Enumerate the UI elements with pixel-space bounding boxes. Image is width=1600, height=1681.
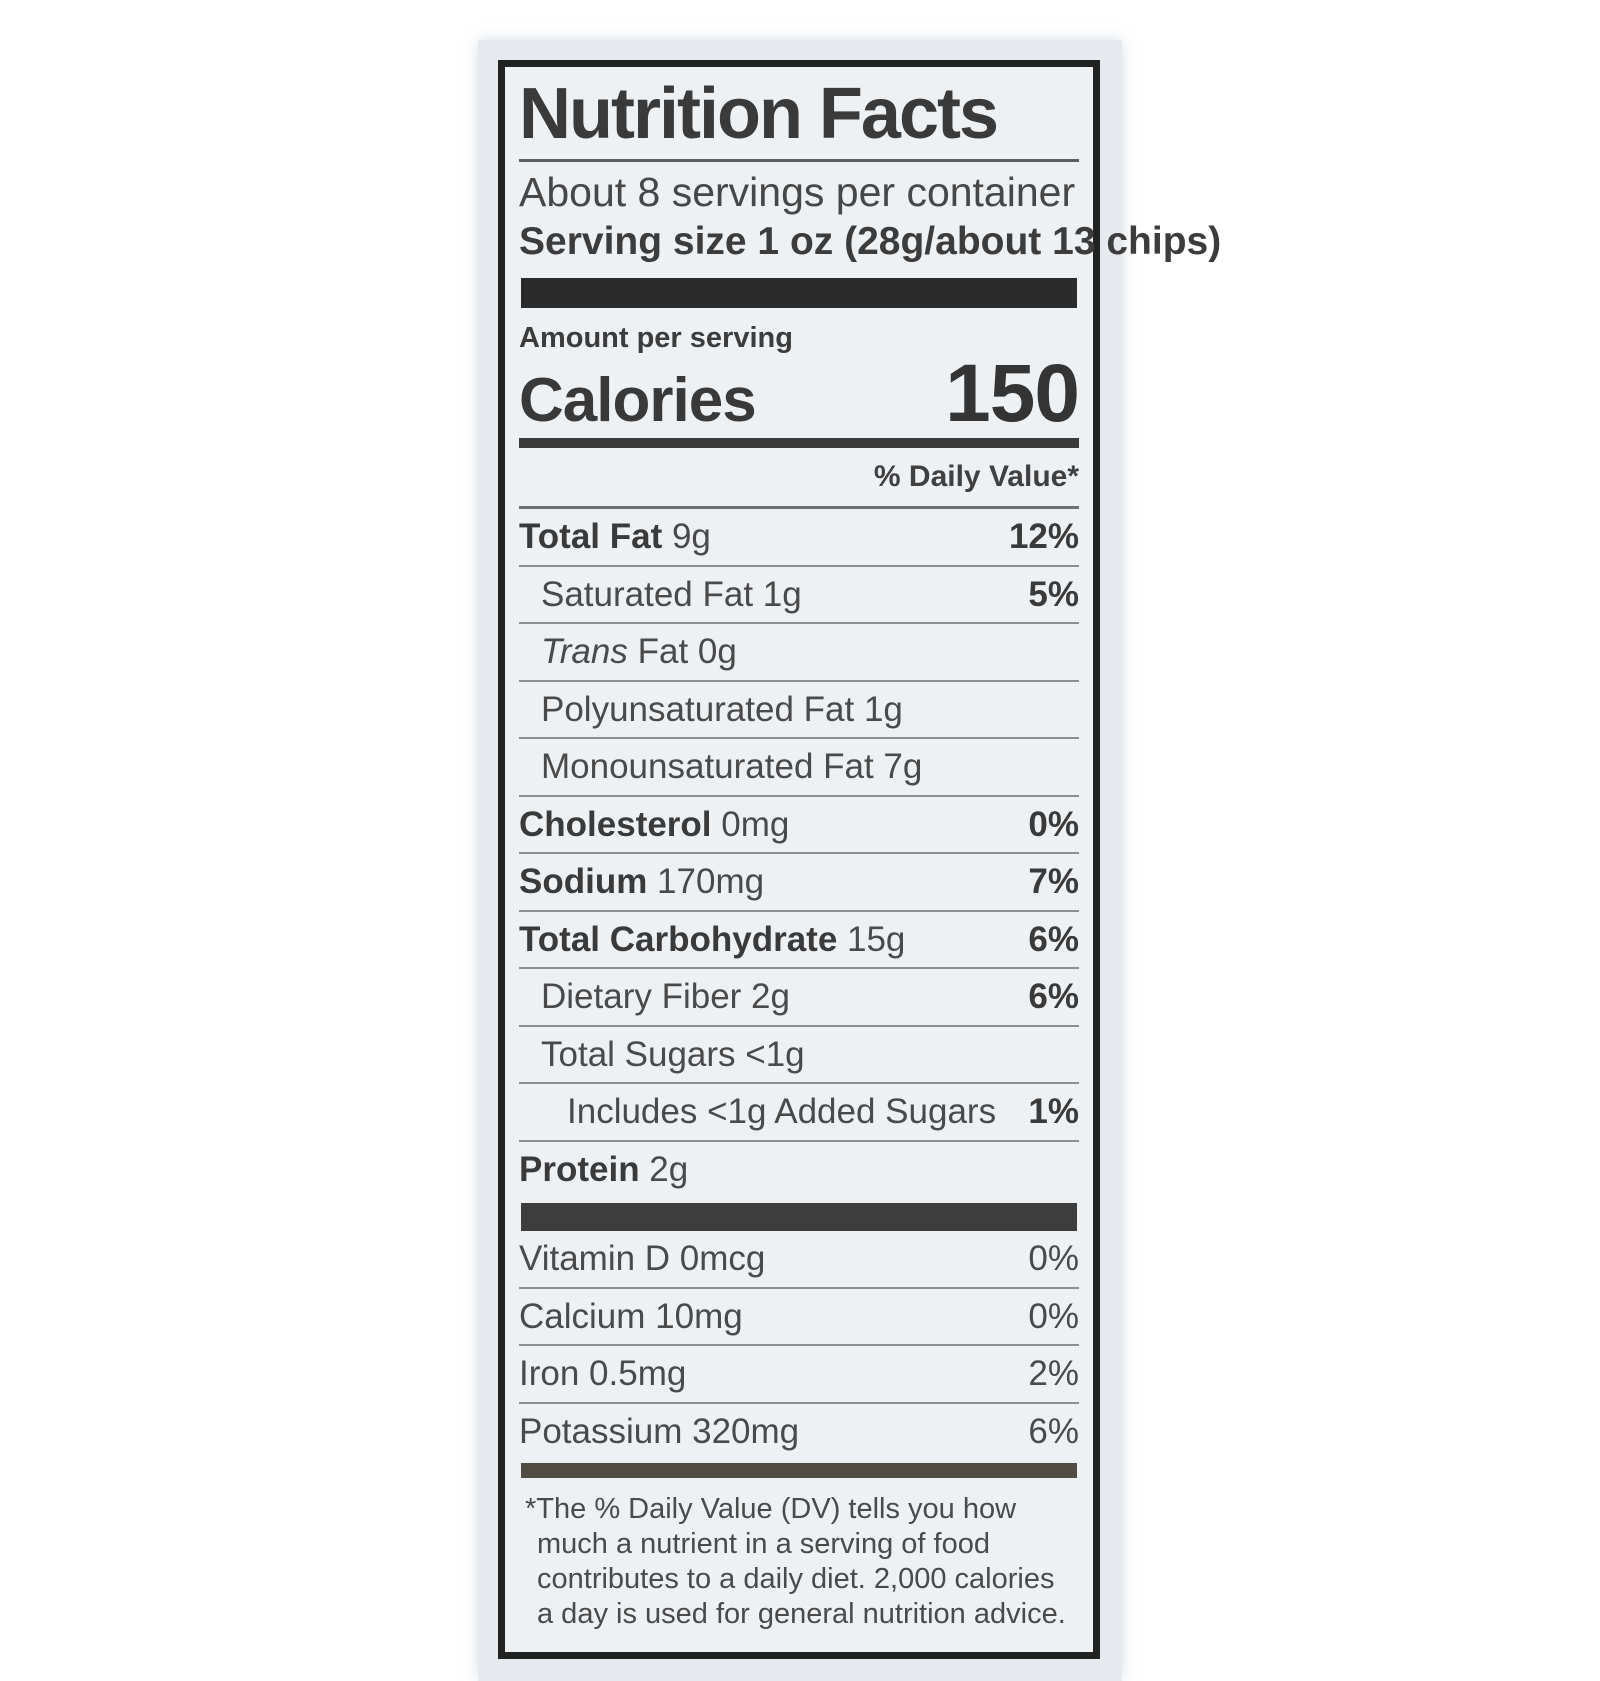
nutrient-row-trans-fat: Trans Fat 0g bbox=[519, 624, 1079, 682]
row-dv: 7% bbox=[1028, 862, 1079, 902]
row-name: Calcium 10mg bbox=[519, 1296, 743, 1336]
serving-size: Serving size 1 oz (28g/about 13 chips) bbox=[519, 219, 1222, 263]
row-name: Potassium 320mg bbox=[519, 1411, 800, 1451]
calories-value: 150 bbox=[945, 347, 1080, 439]
row-name: Polyunsaturated Fat 1g bbox=[541, 689, 903, 729]
micronutrient-rows: Vitamin D 0mcg 0% Calcium 10mg 0% Iron 0… bbox=[519, 1231, 1079, 1459]
nutrient-row-protein: Protein 2g bbox=[519, 1142, 1079, 1198]
nutrient-row-total-fat: Total Fat 9g 12% bbox=[519, 509, 1079, 567]
row-dv: 2% bbox=[1028, 1354, 1079, 1394]
daily-value-footnote: *The % Daily Value (DV) tells you how mu… bbox=[525, 1493, 1066, 1630]
daily-value-header: % Daily Value* bbox=[519, 448, 1079, 510]
nutrient-row-monounsaturated-fat: Monounsaturated Fat 7g bbox=[519, 739, 1079, 797]
row-dv: 6% bbox=[1028, 1411, 1079, 1451]
row-name: Sodium 170mg bbox=[519, 862, 765, 902]
nutrient-row-dietary-fiber: Dietary Fiber 2g 6% bbox=[519, 969, 1079, 1027]
row-name: Total Fat 9g bbox=[519, 517, 711, 557]
calories-label: Calories bbox=[519, 366, 757, 436]
separator-bar-top bbox=[521, 277, 1077, 308]
nutrient-row-polyunsaturated-fat: Polyunsaturated Fat 1g bbox=[519, 682, 1079, 740]
separator-bar-bottom bbox=[521, 1463, 1077, 1479]
row-name: Trans Fat 0g bbox=[541, 632, 737, 672]
nutrient-row-sodium: Sodium 170mg 7% bbox=[519, 854, 1079, 912]
row-name: Iron 0.5mg bbox=[519, 1354, 687, 1394]
nutrient-row-cholesterol: Cholesterol 0mg 0% bbox=[519, 797, 1079, 855]
row-dv: 5% bbox=[1028, 574, 1079, 614]
row-name: Protein 2g bbox=[519, 1149, 689, 1189]
row-name: Cholesterol 0mg bbox=[519, 804, 790, 844]
row-dv: 6% bbox=[1028, 919, 1079, 959]
nutrient-row-total-sugars: Total Sugars <1g bbox=[519, 1027, 1079, 1085]
row-dv: 1% bbox=[1028, 1092, 1079, 1132]
nutrient-row-added-sugars: Includes <1g Added Sugars 1% bbox=[519, 1084, 1079, 1142]
servings-per-container: About 8 servings per container bbox=[519, 168, 1076, 215]
row-dv: 6% bbox=[1028, 977, 1079, 1017]
row-dv: 0% bbox=[1028, 1296, 1079, 1336]
row-dv: 12% bbox=[1008, 517, 1079, 557]
package-background: Nutrition Facts About 8 servings per con… bbox=[478, 40, 1222, 1681]
row-dv: 0% bbox=[1028, 1239, 1079, 1279]
row-name: Includes <1g Added Sugars bbox=[567, 1092, 997, 1132]
row-name: Total Sugars <1g bbox=[541, 1034, 805, 1074]
row-name: Total Carbohydrate 15g bbox=[519, 919, 906, 959]
micronutrient-row-calcium: Calcium 10mg 0% bbox=[519, 1289, 1079, 1347]
row-dv: 0% bbox=[1028, 804, 1079, 844]
nutrient-rows: Total Fat 9g 12% Saturated Fat 1g 5% Tra… bbox=[519, 509, 1079, 1197]
micronutrient-row-vitamin-d: Vitamin D 0mcg 0% bbox=[519, 1231, 1079, 1289]
amount-per-serving: Amount per serving bbox=[519, 321, 793, 354]
micronutrient-row-potassium: Potassium 320mg 6% bbox=[519, 1404, 1079, 1460]
row-name: Dietary Fiber 2g bbox=[541, 977, 790, 1017]
separator-bar-middle bbox=[521, 1203, 1077, 1232]
nutrient-row-total-carbohydrate: Total Carbohydrate 15g 6% bbox=[519, 912, 1079, 970]
nutrient-row-saturated-fat: Saturated Fat 1g 5% bbox=[519, 567, 1079, 625]
row-name: Vitamin D 0mcg bbox=[519, 1239, 766, 1279]
row-name: Monounsaturated Fat 7g bbox=[541, 747, 923, 787]
micronutrient-row-iron: Iron 0.5mg 2% bbox=[519, 1346, 1079, 1404]
row-name: Saturated Fat 1g bbox=[541, 574, 802, 614]
label-title: Nutrition Facts bbox=[519, 73, 1079, 162]
calories-row: Calories 150 bbox=[519, 347, 1080, 449]
nutrition-facts-label: Nutrition Facts About 8 servings per con… bbox=[498, 60, 1222, 1659]
